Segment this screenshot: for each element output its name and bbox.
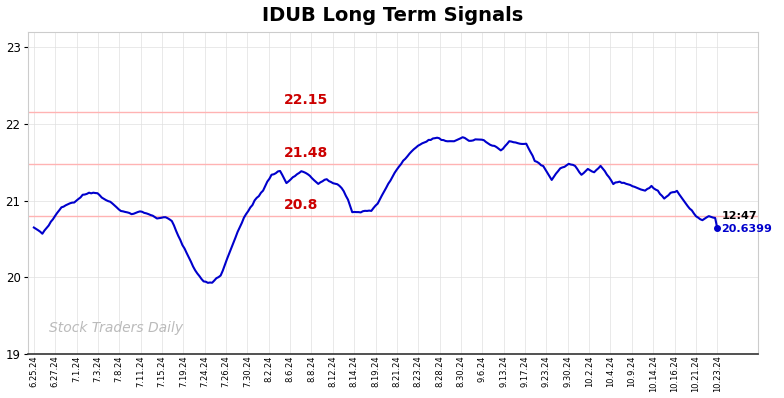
Text: 12:47: 12:47 [721, 211, 757, 220]
Text: 20.6399: 20.6399 [721, 224, 772, 234]
Text: 22.15: 22.15 [284, 93, 328, 107]
Text: Stock Traders Daily: Stock Traders Daily [49, 321, 183, 335]
Title: IDUB Long Term Signals: IDUB Long Term Signals [262, 6, 523, 25]
Text: 21.48: 21.48 [284, 146, 328, 160]
Text: 20.8: 20.8 [284, 198, 318, 212]
